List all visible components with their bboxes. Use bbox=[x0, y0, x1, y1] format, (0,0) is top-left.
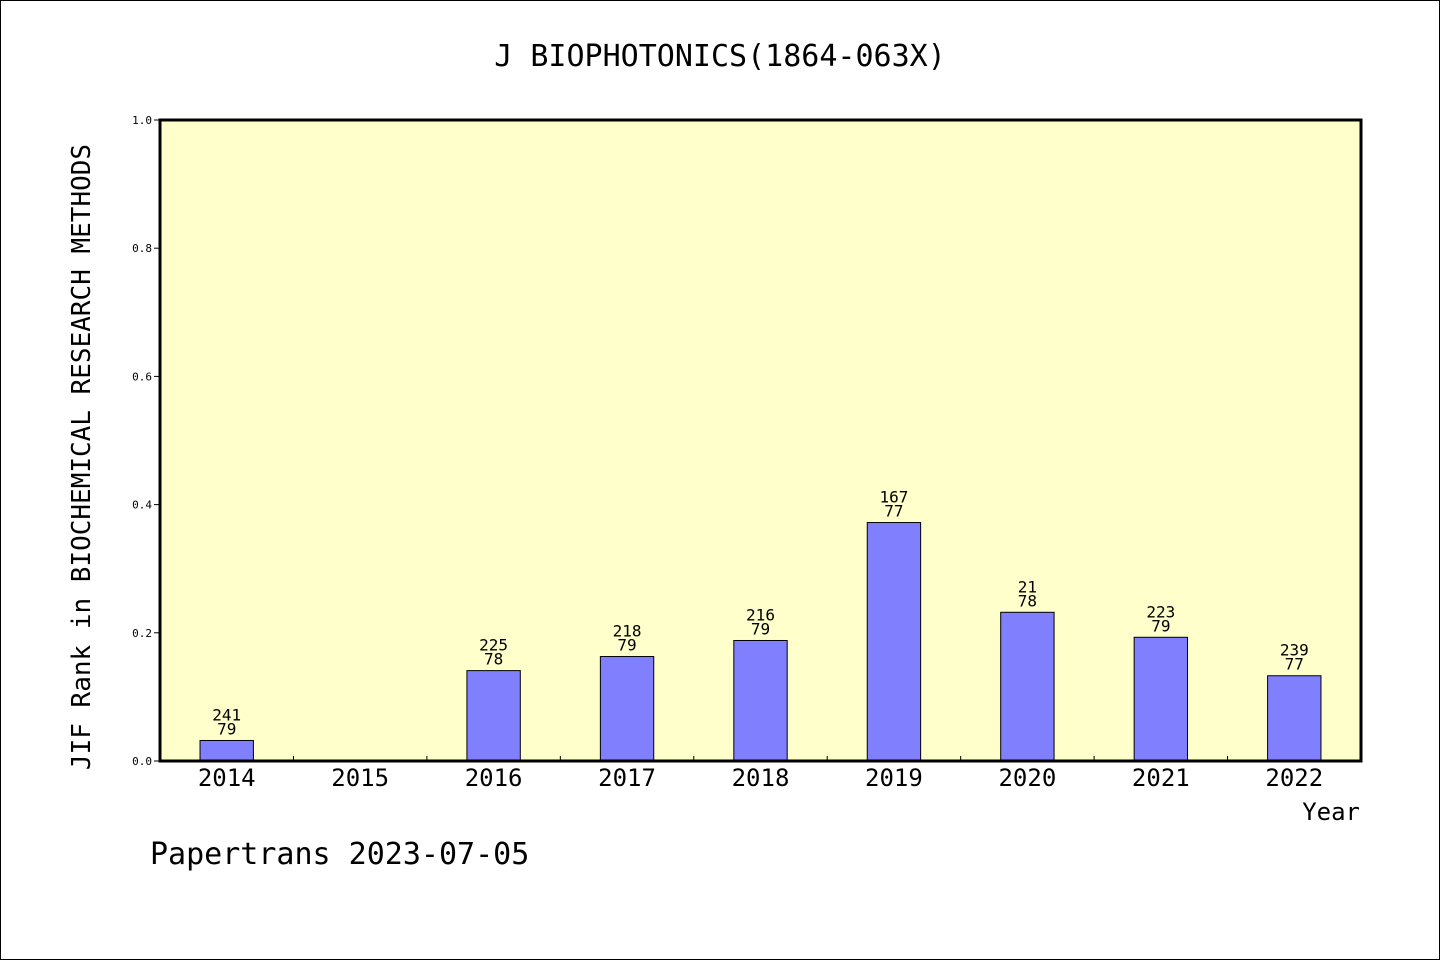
bar-label-count: 79 bbox=[751, 619, 770, 638]
y-tick-label: 0.0 bbox=[132, 755, 152, 768]
bar-2020 bbox=[1000, 611, 1055, 762]
x-tick-label: 2014 bbox=[198, 764, 256, 792]
bar-label-rank: 223 bbox=[1146, 602, 1175, 621]
bar-label-rank: 21 bbox=[1018, 577, 1037, 596]
bar-label-count: 79 bbox=[1151, 616, 1170, 635]
bar-2017 bbox=[599, 656, 655, 762]
bar-label-rank: 216 bbox=[746, 605, 775, 624]
x-tick-label: 2015 bbox=[331, 764, 389, 792]
bar-2021 bbox=[1133, 636, 1189, 762]
x-axis: 2014 2015 2016 2017 2018 2019 2020 2021 2022 bbox=[198, 756, 1323, 792]
x-tick-label: 2022 bbox=[1265, 764, 1323, 792]
bar-label-count: 77 bbox=[1285, 655, 1304, 674]
x-axis-label: Year bbox=[1302, 798, 1360, 826]
bar-2016 bbox=[466, 670, 521, 762]
y-tick-label: 1.0 bbox=[132, 114, 152, 127]
bar-label-count: 78 bbox=[484, 650, 503, 669]
bar-2018 bbox=[733, 639, 788, 762]
bar-2022 bbox=[1267, 675, 1322, 762]
bar-2014 bbox=[199, 739, 254, 762]
y-tick-label: 0.6 bbox=[132, 370, 152, 383]
x-tick-label: 2018 bbox=[732, 764, 790, 792]
y-tick-label: 0.8 bbox=[132, 242, 152, 255]
plot-border bbox=[158, 118, 1363, 763]
x-tick-label: 2016 bbox=[465, 764, 523, 792]
x-tick-label: 2021 bbox=[1132, 764, 1190, 792]
footer-watermark: Papertrans 2023-07-05 bbox=[150, 837, 529, 872]
bar-label-rank: 239 bbox=[1280, 641, 1309, 660]
bar-label-rank: 241 bbox=[212, 705, 241, 724]
bar-label-rank: 218 bbox=[613, 622, 642, 641]
bar-label-count: 79 bbox=[217, 719, 236, 738]
x-tick-label: 2019 bbox=[865, 764, 923, 792]
bar-label-count: 78 bbox=[1018, 591, 1037, 610]
x-tick-label: 2017 bbox=[598, 764, 656, 792]
bar-label-rank: 167 bbox=[879, 488, 908, 507]
y-tick-label: 0.4 bbox=[132, 499, 152, 512]
bar-label-count: 77 bbox=[884, 502, 903, 521]
y-axis: 0.0 0.2 0.4 0.6 0.8 1.0 bbox=[132, 114, 160, 768]
x-tick-label: 2020 bbox=[998, 764, 1056, 792]
y-tick-label: 0.2 bbox=[132, 627, 152, 640]
y-axis-label: JIF Rank in BIOCHEMICAL RESEARCH METHODS bbox=[67, 144, 97, 770]
bar-label-rank: 225 bbox=[479, 636, 508, 655]
chart-title: J BIOPHOTONICS(1864-063X) bbox=[494, 39, 946, 74]
bar-label-count: 79 bbox=[617, 636, 636, 655]
bar-2019 bbox=[866, 522, 922, 762]
